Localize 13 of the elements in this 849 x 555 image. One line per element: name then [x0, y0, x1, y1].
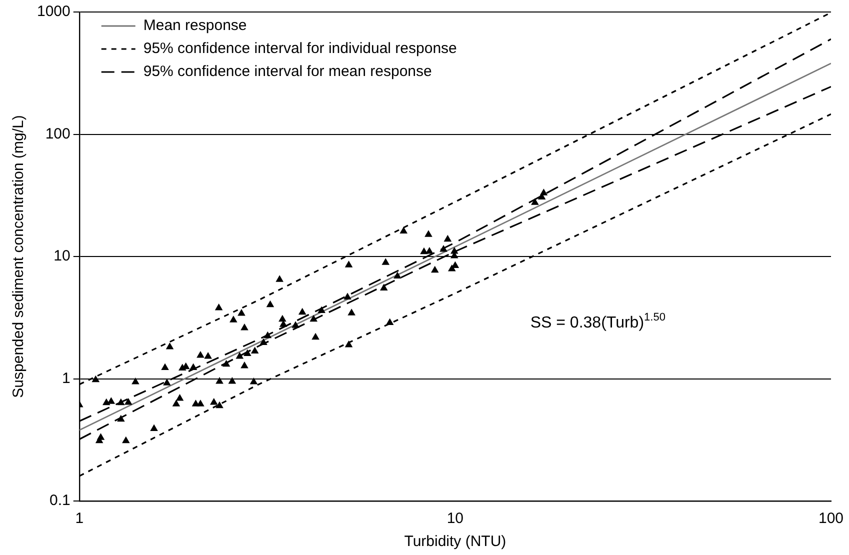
legend-label: 95% confidence interval for individual response: [143, 40, 457, 58]
y-tick-label: 10: [54, 248, 70, 265]
legend-label: Mean response: [143, 17, 247, 34]
y-tick-label: 1000: [36, 3, 70, 20]
y-tick-label: 0.1: [50, 492, 70, 510]
x-tick-label: 100: [818, 510, 844, 528]
x-tick-label: 10: [446, 510, 464, 528]
y-tick-label: 100: [45, 125, 70, 142]
legend-label: 95% confidence interval for mean response: [143, 63, 432, 80]
y-axis-title: Suspended sediment concentration (mg/L): [10, 115, 28, 398]
x-axis-title: Turbidity (NTU): [404, 533, 506, 550]
y-tick-label: 1: [62, 370, 70, 387]
x-tick-label: 1: [75, 510, 84, 528]
